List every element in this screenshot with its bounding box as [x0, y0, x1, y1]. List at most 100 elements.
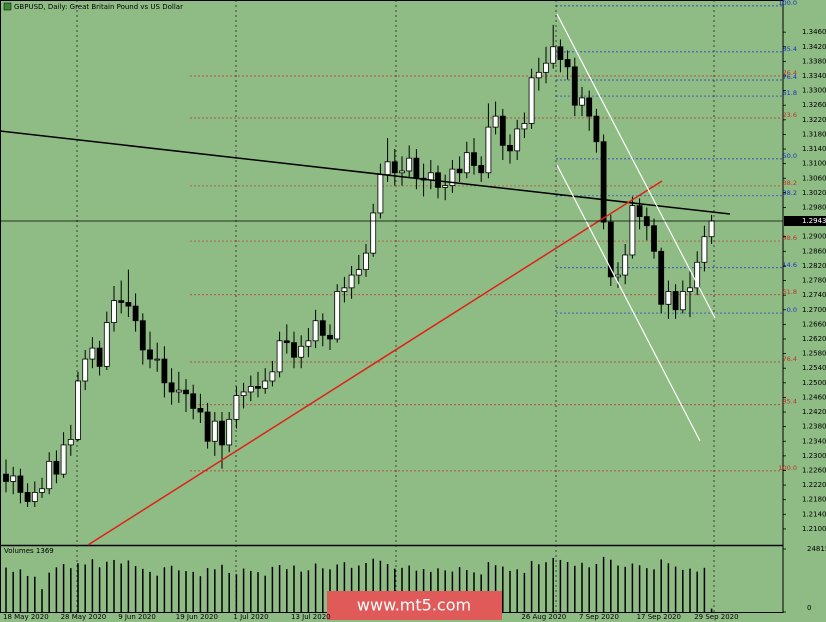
candle-body: [615, 274, 621, 278]
trend-line: [87, 180, 663, 546]
y-tick-label: 1.2460: [802, 393, 826, 401]
candle-body: [427, 172, 434, 181]
y-tick-label: 1.3260: [802, 101, 826, 109]
y-tick-label: 1.3060: [802, 174, 826, 182]
watermark-box: [327, 591, 502, 620]
candle-body: [701, 236, 708, 263]
candle-body: [139, 320, 146, 351]
candle-body: [283, 340, 290, 344]
candle-body: [665, 291, 672, 305]
y-tick-label: 1.3380: [802, 57, 826, 65]
fib-label: 76.4: [783, 73, 797, 81]
candle-body: [233, 395, 240, 420]
y-tick-label: 1.3140: [802, 145, 826, 153]
fib-label: 50.0: [783, 152, 797, 160]
candle-body: [399, 170, 405, 174]
candle-body: [240, 391, 247, 396]
candle-body: [341, 287, 348, 292]
y-tick-label: 1.2900: [802, 233, 826, 241]
price-axis: 1.3460 1.3420 1.3380 1.3340 1.3300 1.3260 1.32…: [783, 28, 826, 613]
y-tick-label: 1.2860: [802, 247, 826, 255]
candle-body: [269, 371, 276, 382]
fib-label: 76.4: [783, 69, 797, 77]
candle-body: [111, 300, 117, 323]
candle-body: [67, 439, 74, 446]
candle-body: [586, 97, 593, 117]
candle-body: [291, 342, 297, 358]
y-tick-label: 1.3100: [802, 160, 826, 168]
candle-body: [183, 389, 189, 395]
volume-bars: [5, 556, 713, 612]
candle-body: [384, 161, 391, 176]
candle-body: [456, 168, 463, 174]
y-tick-label: 1.2340: [802, 437, 826, 445]
x-tick-label: 7 Sep 2020: [579, 613, 619, 621]
y-tick-label: 1.2500: [802, 379, 826, 387]
candle-body: [651, 225, 657, 252]
candle-body: [89, 347, 96, 360]
candle-body: [521, 123, 528, 130]
y-tick-label: 1.2180: [802, 496, 826, 504]
candle-body: [147, 349, 153, 360]
y-tick-label: 1.3020: [802, 189, 826, 197]
chart-title: GBPUSD, Daily: Great Britain Pound vs US…: [14, 3, 183, 11]
candle-body: [672, 291, 679, 311]
candle-body: [629, 205, 636, 256]
candle-body: [132, 305, 139, 322]
candle-body: [571, 66, 578, 106]
fib-label: 100.0: [778, 464, 797, 472]
fib-label: 23.6: [783, 111, 797, 119]
candle-body: [607, 221, 614, 278]
candle-body: [406, 157, 413, 172]
candle-body: [118, 300, 125, 303]
candle-body: [305, 340, 312, 347]
candle-body: [319, 320, 326, 336]
y-tick-label: 1.2620: [802, 335, 826, 343]
candle-body: [442, 185, 449, 188]
candle-body: [226, 418, 233, 446]
candle-body: [276, 340, 283, 373]
candle-body: [528, 77, 535, 124]
candle-body: [211, 420, 218, 442]
symbol-icon: [3, 2, 12, 11]
trend-line: [0, 130, 731, 215]
candle-body: [168, 382, 175, 393]
candle-body: [687, 287, 693, 292]
fib-label: 85.4: [783, 45, 797, 53]
candle-body: [622, 254, 629, 276]
x-tick-label: 13 Jul 2020: [291, 613, 331, 621]
y-tick-label: 1.3220: [802, 116, 826, 124]
x-tick-label: 19 Jun 2020: [176, 613, 218, 621]
candle-body: [543, 62, 549, 73]
candle-body: [125, 302, 132, 307]
candle-body: [46, 460, 53, 490]
candle-body: [10, 475, 17, 482]
candle-body: [636, 205, 643, 218]
y-tick-label: 1.3180: [802, 130, 826, 138]
x-tick-label: 18 May 2020: [3, 613, 49, 621]
candle-body: [298, 345, 305, 358]
fib-label: 61.8: [783, 89, 797, 97]
candle-body: [204, 411, 211, 442]
x-tick-label: 29 Sep 2020: [694, 613, 738, 621]
volume-tick-label: 24815: [807, 545, 826, 553]
x-tick-label: 1 Jul 2020: [233, 613, 268, 621]
fib-label: 61.8: [783, 288, 797, 296]
candle-body: [471, 152, 477, 166]
candle-body: [24, 491, 31, 502]
fib-label: 76.4: [783, 355, 797, 363]
candle-body: [391, 161, 398, 174]
candle-body: [370, 212, 377, 254]
candle-body: [175, 389, 182, 393]
y-tick-label: 1.2780: [802, 277, 826, 285]
candle-body: [247, 386, 254, 393]
fib-label: 38.2: [783, 189, 797, 197]
candle-body: [355, 269, 362, 276]
period-separators: [76, 0, 715, 612]
x-tick-label: 26 Aug 2020: [521, 613, 566, 621]
candle-body: [658, 250, 665, 305]
y-tick-label: 1.2300: [802, 452, 826, 460]
y-tick-label: 1.2820: [802, 262, 826, 270]
